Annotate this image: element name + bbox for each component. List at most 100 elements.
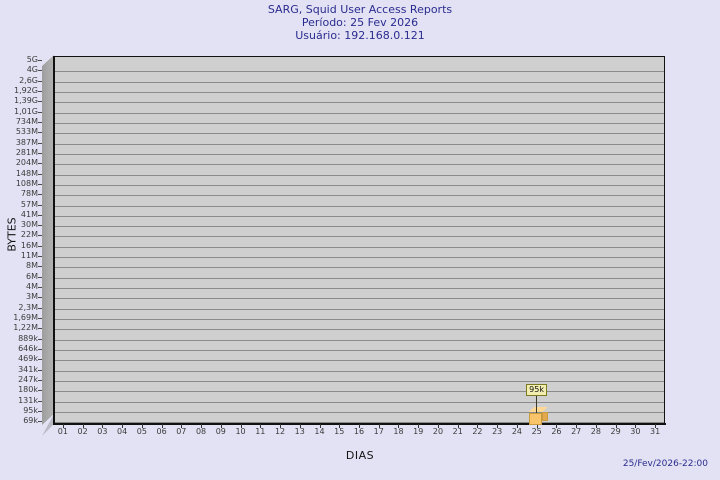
gridline [54,267,664,269]
gridline [54,257,664,259]
y-axis-tick [38,307,42,309]
x-axis-tick [477,424,479,428]
gridline [54,164,664,166]
gridline [54,153,664,155]
y-axis-tick [38,101,42,103]
x-axis-tick [181,424,183,428]
x-axis-tick [141,424,143,428]
y-axis-tick [38,245,42,247]
x-axis-tick-label: 12 [274,427,286,436]
x-axis-tick [220,424,222,428]
x-axis-tick [280,424,282,428]
gridline [54,174,664,176]
x-axis-tick-label: 02 [77,427,88,436]
x-axis-tick-label: 27 [571,427,582,436]
x-axis-tick [319,424,321,428]
y-axis-tick [38,111,42,113]
x-axis-tick-label: 30 [630,427,641,436]
y-axis-tick [38,349,42,351]
y-axis-tick [38,235,42,237]
y-axis-tick [38,183,42,185]
y-axis-tick [38,359,42,361]
gridline [54,226,664,228]
y-axis-tick [38,369,42,371]
y-axis-tick [38,276,42,278]
x-axis-tick [339,424,341,428]
bar-side-face [541,411,548,421]
y-axis-tick [38,142,42,144]
y-axis-tick-label: 387M [15,137,38,147]
x-axis-tick [576,424,578,428]
x-axis-tick [418,424,420,428]
y-axis-tick-label: 5G [26,55,38,64]
y-axis-tick-label: 69k [23,416,38,426]
y-axis-tick-label: 889k [18,333,38,343]
y-axis-tick-label: 41M [20,209,38,219]
gridline [54,102,664,104]
gridline [54,133,664,135]
y-axis-tick-label: 6M [26,271,38,281]
y-axis-tick-label: 22M [20,230,38,240]
x-axis-tick [635,424,637,428]
gridline [54,122,664,124]
y-axis-tick [38,90,42,92]
x-axis-tick-label: 25 [531,427,542,436]
y-axis-tick-label: 57M [20,199,38,209]
x-axis-tick [437,424,439,428]
y-axis-tick-label: 1,22M [13,323,38,333]
y-axis-tick-label: 16M [20,240,38,250]
bar-top-face [528,406,548,412]
y-axis-tick [38,297,42,299]
x-axis-tick-label: 16 [353,427,365,436]
report-period: Período: 25 Fev 2026 [301,16,419,29]
x-axis-tick [595,424,597,428]
y-axis-tick-label: 204M [15,158,38,168]
gridline [54,370,664,372]
report-user: Usuário: 192.168.0.121 [295,29,425,42]
x-axis-labels: 01 02 03 04 05 06 07 08 09 10 11 12 13 14 15 16 17 18 19 20… [0,424,720,441]
gridline [54,143,664,145]
y-axis-tick-label: 281M [15,147,38,157]
y-axis-tick [38,80,42,82]
y-axis-tick-label: 11M [20,251,38,261]
x-axis-tick-label: 23 [492,427,503,436]
x-axis-tick [62,424,64,428]
y-axis-tick [38,60,42,61]
y-axis-tick-label: 8M [26,261,38,271]
y-axis-tick [38,400,42,402]
y-axis-tick-label: 95k [23,405,38,415]
gridline [54,401,664,403]
gridline [54,277,664,279]
gridline [54,319,664,321]
y-axis-tick-label: 1,01G [13,106,38,116]
x-axis-tick-label: 06 [156,427,167,436]
x-axis-tick-label: 03 [97,427,108,436]
x-axis-tick [122,424,124,428]
gridline [54,71,664,73]
x-axis-tick-label: 29 [610,427,621,436]
y-axis-tick-label: 734M [15,116,38,126]
report-title: SARG, Squid User Access Reports [267,3,453,16]
bar-column[interactable] [528,406,549,425]
x-axis-tick-label: 07 [176,427,187,436]
y-axis-tick [38,194,42,196]
bar-value-label: 95k [526,383,547,396]
x-axis-tick [615,424,617,428]
gridline [54,236,664,238]
y-axis-tick [38,214,42,216]
x-axis-tick [497,424,499,428]
y-axis-labels: 5G 4G 2,6G 1,92G 1,39G 1,01G 734M 533M 387M 281M 2… [0,0,38,480]
y-axis-tick-label: 2,6G [19,75,38,85]
x-axis-tick-label: 05 [136,427,147,436]
y-axis-tick-label: 4M [26,282,38,292]
x-axis-tick-label: 04 [117,427,128,436]
x-axis-tick [240,424,242,428]
y-axis-tick [38,421,42,423]
x-axis-tick-label: 01 [57,427,68,436]
gridline [54,411,664,413]
x-axis-tick [536,424,538,428]
gridline [54,112,664,114]
y-axis-tick [38,380,42,381]
gridline [54,329,664,331]
